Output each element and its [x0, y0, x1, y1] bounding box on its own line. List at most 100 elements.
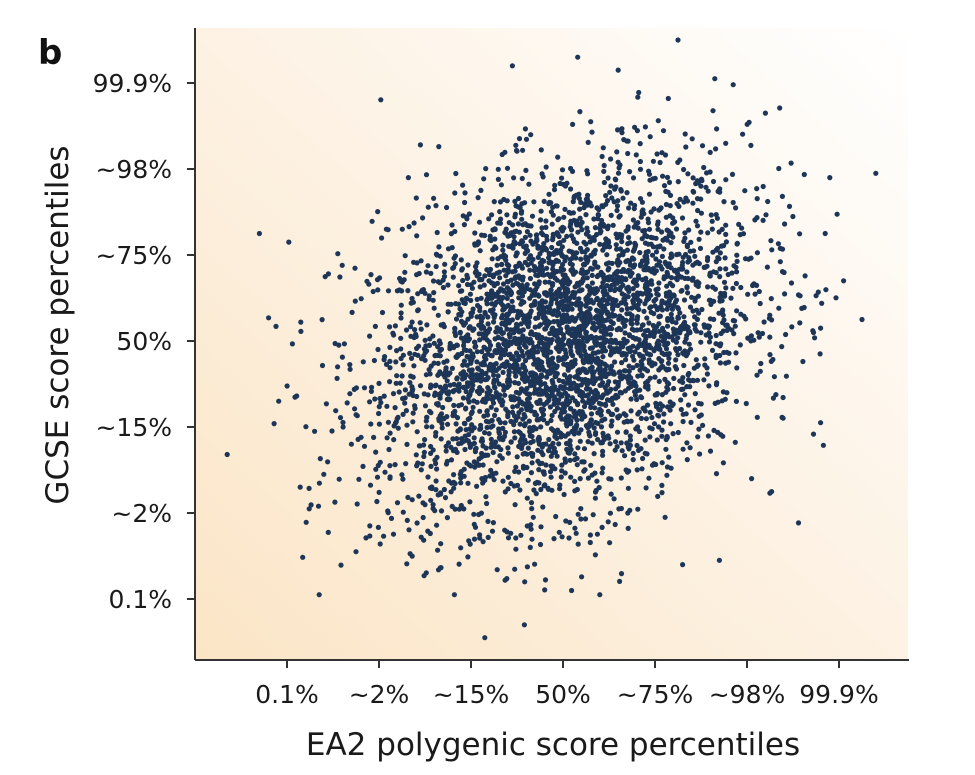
- data-point: [505, 384, 511, 390]
- data-point: [517, 328, 523, 334]
- data-point: [584, 382, 590, 388]
- data-point: [499, 455, 505, 461]
- data-point: [459, 297, 465, 303]
- data-point: [422, 337, 428, 343]
- data-point: [460, 362, 466, 368]
- data-point: [477, 304, 483, 311]
- data-point: [550, 231, 556, 237]
- data-point: [587, 422, 593, 428]
- data-point: [424, 348, 430, 354]
- data-point: [691, 322, 698, 328]
- data-point: [515, 221, 522, 227]
- data-point: [684, 269, 690, 275]
- data-point: [490, 311, 496, 317]
- data-point: [562, 305, 568, 311]
- data-point: [444, 358, 450, 364]
- data-point: [445, 282, 451, 288]
- data-point: [467, 348, 473, 354]
- data-point: [531, 361, 537, 367]
- data-point: [566, 377, 572, 383]
- data-point: [533, 412, 540, 418]
- data-point: [490, 247, 496, 253]
- data-point: [638, 446, 644, 452]
- data-point: [656, 356, 662, 362]
- data-point: [515, 281, 521, 287]
- data-point: [641, 308, 647, 314]
- data-point: [477, 337, 483, 343]
- data-point: [813, 293, 819, 299]
- data-point: [675, 335, 681, 341]
- data-point: [423, 570, 429, 576]
- data-point: [485, 534, 491, 541]
- data-point: [522, 126, 529, 132]
- data-point: [638, 261, 644, 267]
- data-point: [539, 225, 545, 231]
- data-point: [600, 448, 606, 454]
- data-point: [452, 446, 459, 452]
- data-point: [648, 309, 654, 315]
- data-point: [352, 298, 358, 304]
- data-point: [630, 365, 636, 371]
- data-point: [356, 476, 362, 482]
- data-point: [568, 210, 574, 216]
- data-point: [548, 301, 554, 307]
- data-point: [516, 469, 522, 475]
- data-point: [607, 286, 614, 292]
- data-point: [642, 253, 648, 259]
- data-point: [453, 421, 459, 427]
- data-point: [372, 396, 378, 402]
- data-point: [377, 541, 383, 547]
- data-point: [656, 424, 662, 430]
- data-point: [395, 425, 401, 431]
- data-point: [587, 306, 593, 312]
- data-point: [462, 446, 468, 453]
- data-point: [730, 82, 736, 88]
- data-point: [589, 369, 595, 375]
- data-point: [458, 545, 464, 551]
- data-point: [498, 182, 504, 188]
- data-point: [630, 298, 636, 304]
- data-point: [524, 229, 531, 235]
- data-point: [569, 428, 575, 435]
- data-point: [364, 278, 370, 284]
- data-point: [286, 239, 292, 245]
- data-point: [451, 472, 457, 478]
- data-point: [510, 175, 517, 181]
- data-point: [452, 387, 458, 393]
- data-point: [657, 407, 663, 413]
- data-point: [777, 105, 783, 111]
- data-point: [437, 565, 443, 571]
- data-point: [550, 296, 556, 302]
- data-point: [756, 288, 762, 295]
- data-point: [600, 354, 606, 360]
- data-point: [670, 234, 676, 240]
- data-point: [440, 404, 446, 411]
- data-point: [671, 375, 677, 381]
- data-point: [615, 67, 621, 73]
- data-point: [594, 231, 600, 238]
- data-point: [529, 370, 536, 376]
- data-point: [460, 395, 466, 401]
- data-point: [613, 297, 619, 304]
- data-point: [627, 262, 634, 268]
- data-point: [687, 378, 693, 384]
- data-point: [610, 401, 616, 407]
- data-point: [582, 467, 588, 473]
- data-point: [459, 288, 465, 294]
- data-point: [675, 314, 681, 320]
- data-point: [556, 529, 562, 535]
- data-point: [716, 229, 722, 235]
- data-point: [332, 499, 338, 505]
- data-point: [680, 386, 686, 392]
- data-point: [402, 269, 408, 275]
- data-point: [710, 178, 717, 185]
- data-point: [749, 476, 755, 482]
- data-point: [528, 403, 534, 409]
- data-point: [545, 486, 552, 492]
- data-point: [479, 232, 485, 238]
- data-point: [493, 299, 499, 305]
- data-point: [619, 307, 625, 313]
- data-point: [435, 547, 441, 553]
- data-point: [653, 249, 660, 255]
- data-point: [537, 260, 544, 266]
